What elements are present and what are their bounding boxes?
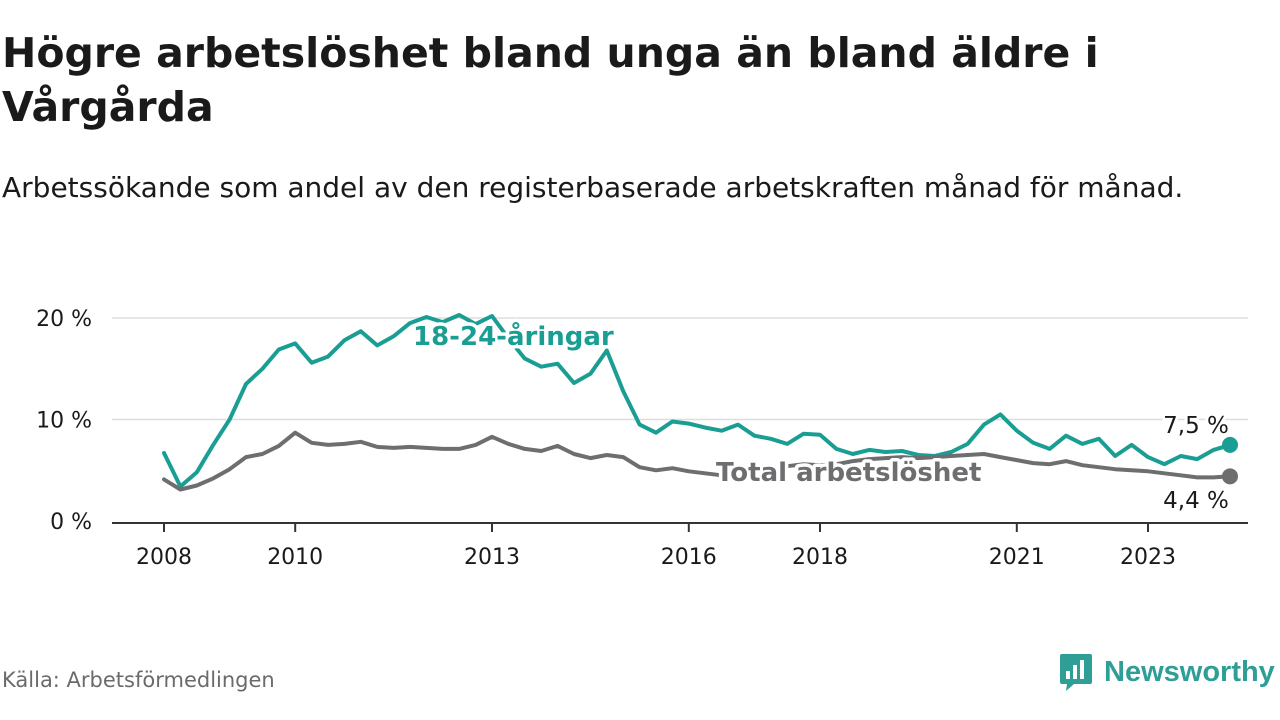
series-label-total: Total arbetslöshet: [716, 458, 981, 488]
series-line-youth: [162, 313, 1232, 489]
series-line-total: [162, 430, 1232, 492]
x-tick-label: 2018: [792, 545, 848, 570]
x-tick-label: 2013: [464, 545, 520, 570]
chart-title: Högre arbetslöshet bland unga än bland ä…: [2, 29, 1099, 131]
x-tick-label: 2023: [1120, 545, 1176, 570]
end-label-youth: 7,5 %: [1163, 413, 1229, 439]
chart-subtitle: Arbetssökande som andel av den registerb…: [2, 171, 1184, 204]
x-tick-label: 2016: [661, 545, 717, 570]
x-tick-label: 2010: [267, 545, 323, 570]
source-note: Källa: Arbetsförmedlingen: [2, 668, 275, 692]
end-point-total: [1222, 468, 1238, 485]
x-tick-label: 2021: [989, 545, 1045, 570]
y-tick-label: 10 %: [36, 409, 92, 434]
x-tick-label: 2008: [136, 545, 192, 570]
end-label-total: 4,4 %: [1163, 488, 1229, 514]
brand-logo: Newsworthy: [1058, 652, 1275, 692]
newsworthy-logo-icon: [1060, 654, 1092, 691]
end-point-youth: [1222, 436, 1238, 453]
series-label-youth: 18-24-åringar: [413, 320, 614, 352]
brand-name: Newsworthy: [1104, 655, 1275, 688]
y-tick-label: 0 %: [50, 510, 92, 535]
y-tick-label: 20 %: [36, 307, 92, 332]
